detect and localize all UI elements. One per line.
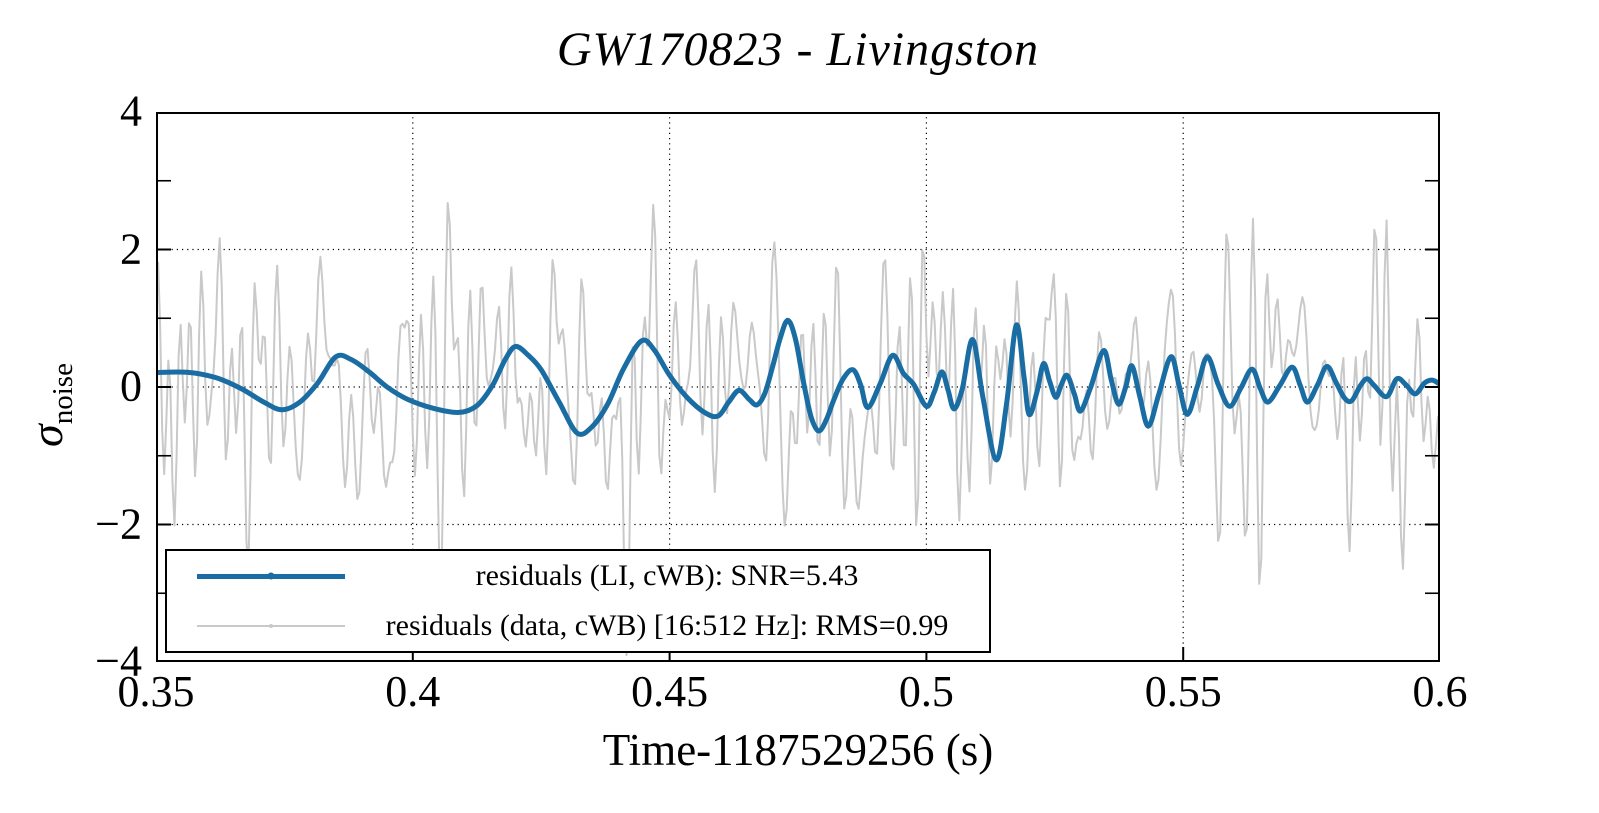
point-marker-icon (267, 572, 275, 580)
x-tick-label: 0.35 (117, 667, 195, 716)
x-tick-label: 0.4 (385, 667, 441, 716)
y-tick-label: 4 (120, 86, 142, 136)
y-tick-label: −2 (95, 498, 142, 548)
sigma-symbol: σ (21, 424, 72, 447)
plot-canvas (156, 112, 1440, 662)
y-tick-label: 2 (120, 223, 142, 273)
x-tick-label: 0.45 (631, 667, 709, 716)
legend-line-sample-gray (197, 624, 345, 628)
x-axis-label: Time-1187529256 (s) (602, 725, 994, 775)
y-tick-label: 0 (120, 361, 142, 411)
y-tick-label: −4 (95, 636, 142, 686)
point-marker-icon (269, 624, 273, 628)
legend-label: residuals (LI, cWB): SNR=5.43 (475, 559, 859, 592)
plot-area (156, 112, 1440, 662)
legend: residuals (LI, cWB): SNR=5.43 residuals … (165, 549, 991, 653)
legend-label: residuals (data, cWB) [16:512 Hz]: RMS=0… (385, 609, 949, 642)
x-tick-label: 0.6 (1412, 667, 1468, 716)
chart-title: GW170823 - Livingston (556, 23, 1040, 76)
x-tick-label: 0.5 (898, 667, 954, 716)
legend-item-model-residuals: residuals (LI, cWB): SNR=5.43 (167, 551, 989, 601)
x-tick-label: 0.55 (1144, 667, 1222, 716)
legend-item-data-residuals: residuals (data, cWB) [16:512 Hz]: RMS=0… (167, 601, 989, 651)
legend-line-sample-blue (197, 572, 345, 580)
